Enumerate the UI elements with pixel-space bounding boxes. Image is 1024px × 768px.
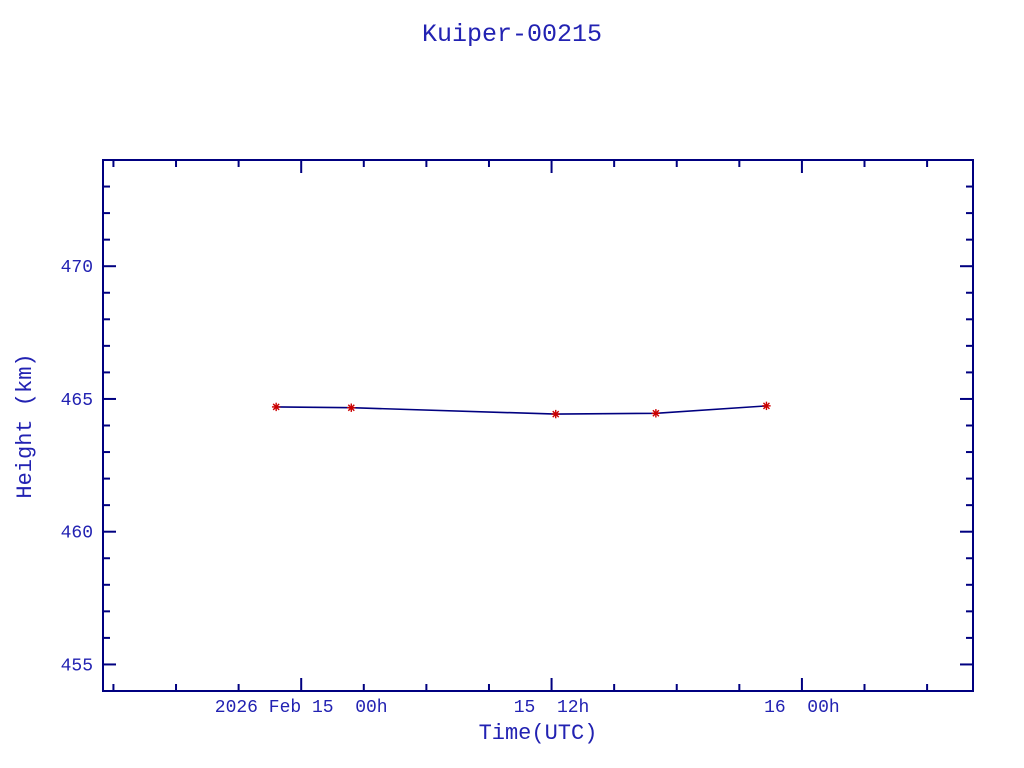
data-point-marker [271,402,281,412]
y-tick-label: 460 [61,524,93,544]
y-tick-label: 465 [61,391,93,411]
x-tick-label: 15 12h [514,698,590,718]
chart-title: Kuiper-00215 [422,20,602,49]
marker-stroke [552,410,560,418]
axes-frame [102,159,974,692]
data-point-marker [762,401,771,411]
data-point-marker [347,403,356,412]
marker-stroke [652,409,660,417]
marker-stroke [272,403,280,411]
data-point-marker [551,409,560,419]
y-tick-label: 470 [61,258,93,278]
plot-frame [102,159,974,692]
marker-stroke [762,402,770,410]
y-tick-label: 455 [61,656,93,676]
x-axis-title: Time(UTC) [479,721,598,746]
data-point-marker [651,409,661,418]
tick-labels: 2026 Feb 15 00h 15 12h 16 00h 455 460 465 470 [61,258,840,718]
x-tick-label: 16 00h [764,698,840,718]
y-axis-title: Height (km) [13,353,38,498]
x-tick-label: 2026 Feb 15 00h [215,698,388,718]
marker-stroke [347,404,355,412]
data-series [271,401,771,419]
